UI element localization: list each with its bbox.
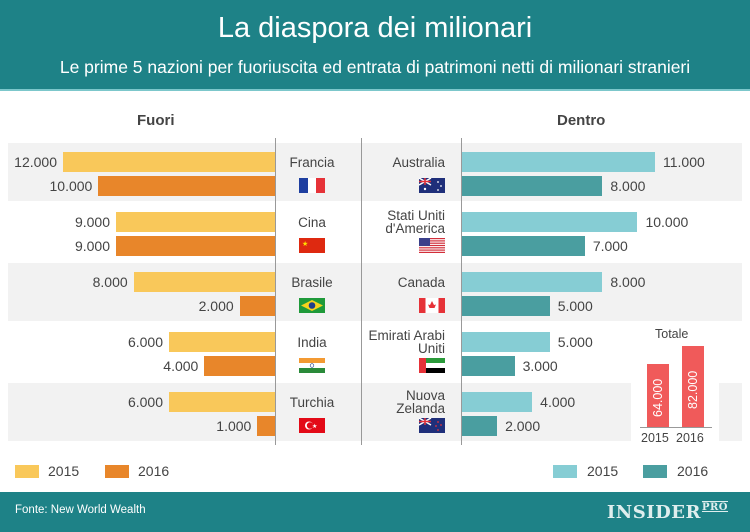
turkey-flag-icon: ★ bbox=[299, 418, 325, 433]
footer: Fonte: New World Wealth INSIDERPRO bbox=[0, 492, 750, 532]
svg-text:★: ★ bbox=[302, 240, 308, 248]
legend-label-right-2015: 2015 bbox=[587, 463, 619, 479]
bar-fuori-2015 bbox=[63, 152, 275, 172]
legend-swatch-left-2015 bbox=[15, 465, 39, 478]
bar-fuori-2015 bbox=[116, 212, 275, 232]
chart-subtitle: Le prime 5 nazioni per fuoriuscita ed en… bbox=[59, 57, 691, 77]
bar-dentro-2016 bbox=[462, 176, 603, 196]
bar-fuori-2016 bbox=[116, 236, 275, 256]
insider-pro-logo: INSIDERPRO bbox=[606, 502, 728, 523]
france-flag-icon bbox=[299, 178, 325, 193]
value-label-fuori-2016: 4.000 bbox=[163, 358, 199, 374]
legend-label-right-2016: 2016 bbox=[677, 463, 709, 479]
country-label: Turchia bbox=[289, 395, 335, 410]
row-band bbox=[8, 263, 742, 321]
country-label: Canada bbox=[397, 275, 445, 290]
totale-value-label: 82.000 bbox=[686, 370, 700, 409]
bar-fuori-2015 bbox=[133, 272, 275, 292]
country-label: Cina bbox=[298, 215, 326, 230]
totale-value-label: 64.000 bbox=[651, 379, 665, 418]
uae-flag-icon bbox=[419, 358, 445, 373]
country-label: India bbox=[297, 335, 327, 350]
dentro-title: Dentro bbox=[557, 112, 606, 129]
bar-dentro-2016 bbox=[462, 236, 585, 256]
country-label: Emirati Arabi Uniti bbox=[368, 328, 445, 356]
country-label: Nuova Zelanda bbox=[396, 388, 445, 416]
fuori-title: Fuori bbox=[137, 112, 175, 129]
svg-text:★: ★ bbox=[312, 423, 317, 430]
totale-bar-2015 bbox=[647, 363, 669, 427]
bar-dentro-2015 bbox=[462, 332, 550, 352]
new-zealand-flag-icon bbox=[418, 417, 445, 433]
legend-swatch-right-2015 bbox=[553, 465, 577, 478]
bar-fuori-2016 bbox=[257, 416, 275, 436]
value-label-dentro-2016: 7.000 bbox=[592, 238, 628, 254]
value-label-fuori-2016: 2.000 bbox=[198, 298, 234, 314]
value-label-fuori-2015: 12.000 bbox=[14, 154, 57, 170]
axis-line-left bbox=[275, 138, 276, 445]
bar-fuori-2016 bbox=[239, 296, 275, 316]
bar-dentro-2015 bbox=[462, 272, 603, 292]
value-label-fuori-2015: 6.000 bbox=[127, 394, 163, 410]
chart-title: La diaspora dei milionari bbox=[217, 12, 533, 44]
country-label: Brasile bbox=[291, 275, 333, 290]
value-label-dentro-2015: 10.000 bbox=[645, 214, 689, 230]
value-label-fuori-2015: 8.000 bbox=[92, 274, 128, 290]
bar-fuori-2016 bbox=[98, 176, 275, 196]
value-label-dentro-2015: 8.000 bbox=[610, 274, 646, 290]
value-label-fuori-2016: 9.000 bbox=[74, 238, 110, 254]
value-label-dentro-2016: 5.000 bbox=[557, 298, 593, 314]
bar-fuori-2015 bbox=[169, 392, 275, 412]
value-label-fuori-2015: 6.000 bbox=[127, 334, 163, 350]
value-label-dentro-2016: 3.000 bbox=[522, 358, 558, 374]
totale-title: Totale bbox=[655, 327, 689, 341]
header-banner: La diaspora dei milionari Le prime 5 naz… bbox=[0, 0, 750, 91]
plot-area: Francia 12.000 10.000 Cina ★ 9.000 9.000 Brasil… bbox=[8, 138, 742, 445]
bar-dentro-2015 bbox=[462, 212, 638, 232]
bar-fuori-2015 bbox=[169, 332, 275, 352]
value-label-fuori-2016: 1.000 bbox=[216, 418, 252, 434]
axis-line-right bbox=[461, 138, 462, 445]
value-label-dentro-2016: 8.000 bbox=[610, 178, 646, 194]
country-label: Francia bbox=[289, 155, 335, 170]
bar-dentro-2016 bbox=[462, 296, 550, 316]
legend-swatch-left-2016 bbox=[105, 465, 129, 478]
china-flag-icon: ★ bbox=[299, 238, 325, 253]
divider-line bbox=[361, 138, 362, 445]
totale-category-label: 2016 bbox=[676, 431, 704, 445]
india-flag-icon bbox=[299, 358, 325, 373]
row-band bbox=[8, 323, 742, 381]
value-label-dentro-2016: 2.000 bbox=[505, 418, 541, 434]
bar-dentro-2015 bbox=[462, 392, 533, 412]
australia-flag-icon bbox=[418, 177, 445, 193]
legend-label-left-2016: 2016 bbox=[138, 463, 170, 479]
legend-swatch-right-2016 bbox=[643, 465, 667, 478]
totale-category-label: 2015 bbox=[641, 431, 669, 445]
value-label-dentro-2015: 4.000 bbox=[540, 394, 576, 410]
usa-flag-icon bbox=[419, 238, 445, 253]
value-label-dentro-2015: 11.000 bbox=[663, 154, 705, 170]
totale-baseline bbox=[640, 427, 712, 428]
legend-label-left-2015: 2015 bbox=[48, 463, 80, 479]
bar-fuori-2016 bbox=[204, 356, 275, 376]
value-label-fuori-2015: 9.000 bbox=[74, 214, 110, 230]
value-label-dentro-2015: 5.000 bbox=[557, 334, 593, 350]
bar-dentro-2015 bbox=[462, 152, 655, 172]
value-label-fuori-2016: 10.000 bbox=[49, 178, 93, 194]
totale-bar-2016 bbox=[682, 346, 704, 427]
brazil-flag-icon bbox=[299, 298, 325, 313]
country-label: Australia bbox=[392, 155, 445, 170]
bar-dentro-2016 bbox=[462, 356, 515, 376]
row-band bbox=[8, 383, 742, 441]
source-note: Fonte: New World Wealth bbox=[15, 504, 146, 516]
country-label: Stati Uniti d'America bbox=[385, 208, 445, 236]
canada-flag-icon bbox=[419, 298, 445, 313]
bar-dentro-2016 bbox=[462, 416, 498, 436]
